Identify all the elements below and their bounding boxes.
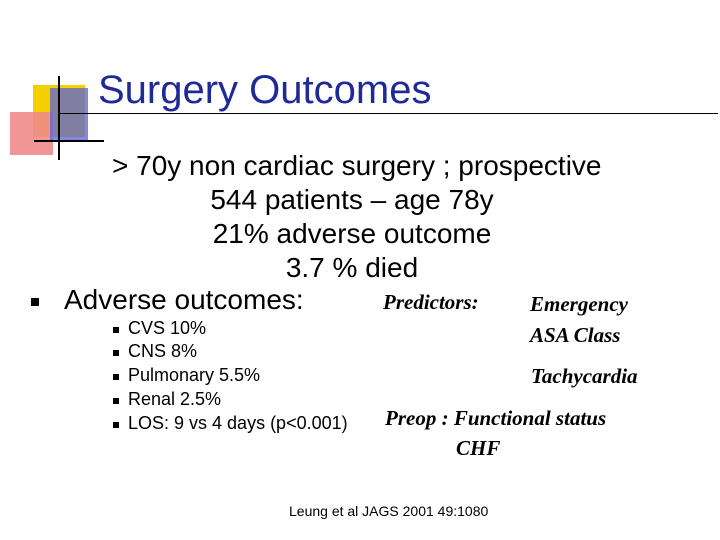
logo-blue-square (50, 88, 88, 140)
logo-vertical-line (58, 76, 60, 160)
title-underline (58, 113, 718, 114)
predictor-item: Preop : Functional status (385, 406, 607, 430)
bullet-square-icon (113, 350, 119, 356)
adverse-heading: Adverse outcomes: (64, 284, 304, 315)
citation: Leung et al JAGS 2001 49:1080 (289, 503, 489, 519)
bullet-square-icon (31, 298, 39, 306)
predictor-item: CHF (456, 436, 501, 460)
outcome-item: CNS 8% (128, 341, 198, 361)
intro-line: 544 patients – age 78y (210, 184, 494, 215)
outcome-item: CVS 10% (128, 318, 207, 338)
intro-line: > 70y non cardiac surgery ; prospective (112, 150, 602, 181)
intro-line: 21% adverse outcome (212, 218, 492, 249)
predictors-label: Predictors: (383, 290, 479, 314)
bullet-square-icon (113, 398, 119, 404)
bullet-square-icon (113, 327, 119, 333)
logo-horizontal-line (34, 140, 104, 142)
outcome-item: Renal 2.5% (128, 389, 222, 409)
bullet-square-icon (113, 422, 119, 428)
outcome-item: LOS: 9 vs 4 days (p<0.001) (128, 413, 348, 433)
slide-title: Surgery Outcomes (98, 68, 432, 112)
predictor-item: Tachycardia (531, 364, 638, 388)
logo-pink-square (10, 112, 53, 155)
outcome-item: Pulmonary 5.5% (128, 365, 261, 385)
predictor-item: ASA Class (530, 323, 621, 347)
predictor-item: Emergency (530, 292, 628, 316)
intro-line: 3.7 % died (285, 252, 419, 283)
bullet-square-icon (113, 374, 119, 380)
